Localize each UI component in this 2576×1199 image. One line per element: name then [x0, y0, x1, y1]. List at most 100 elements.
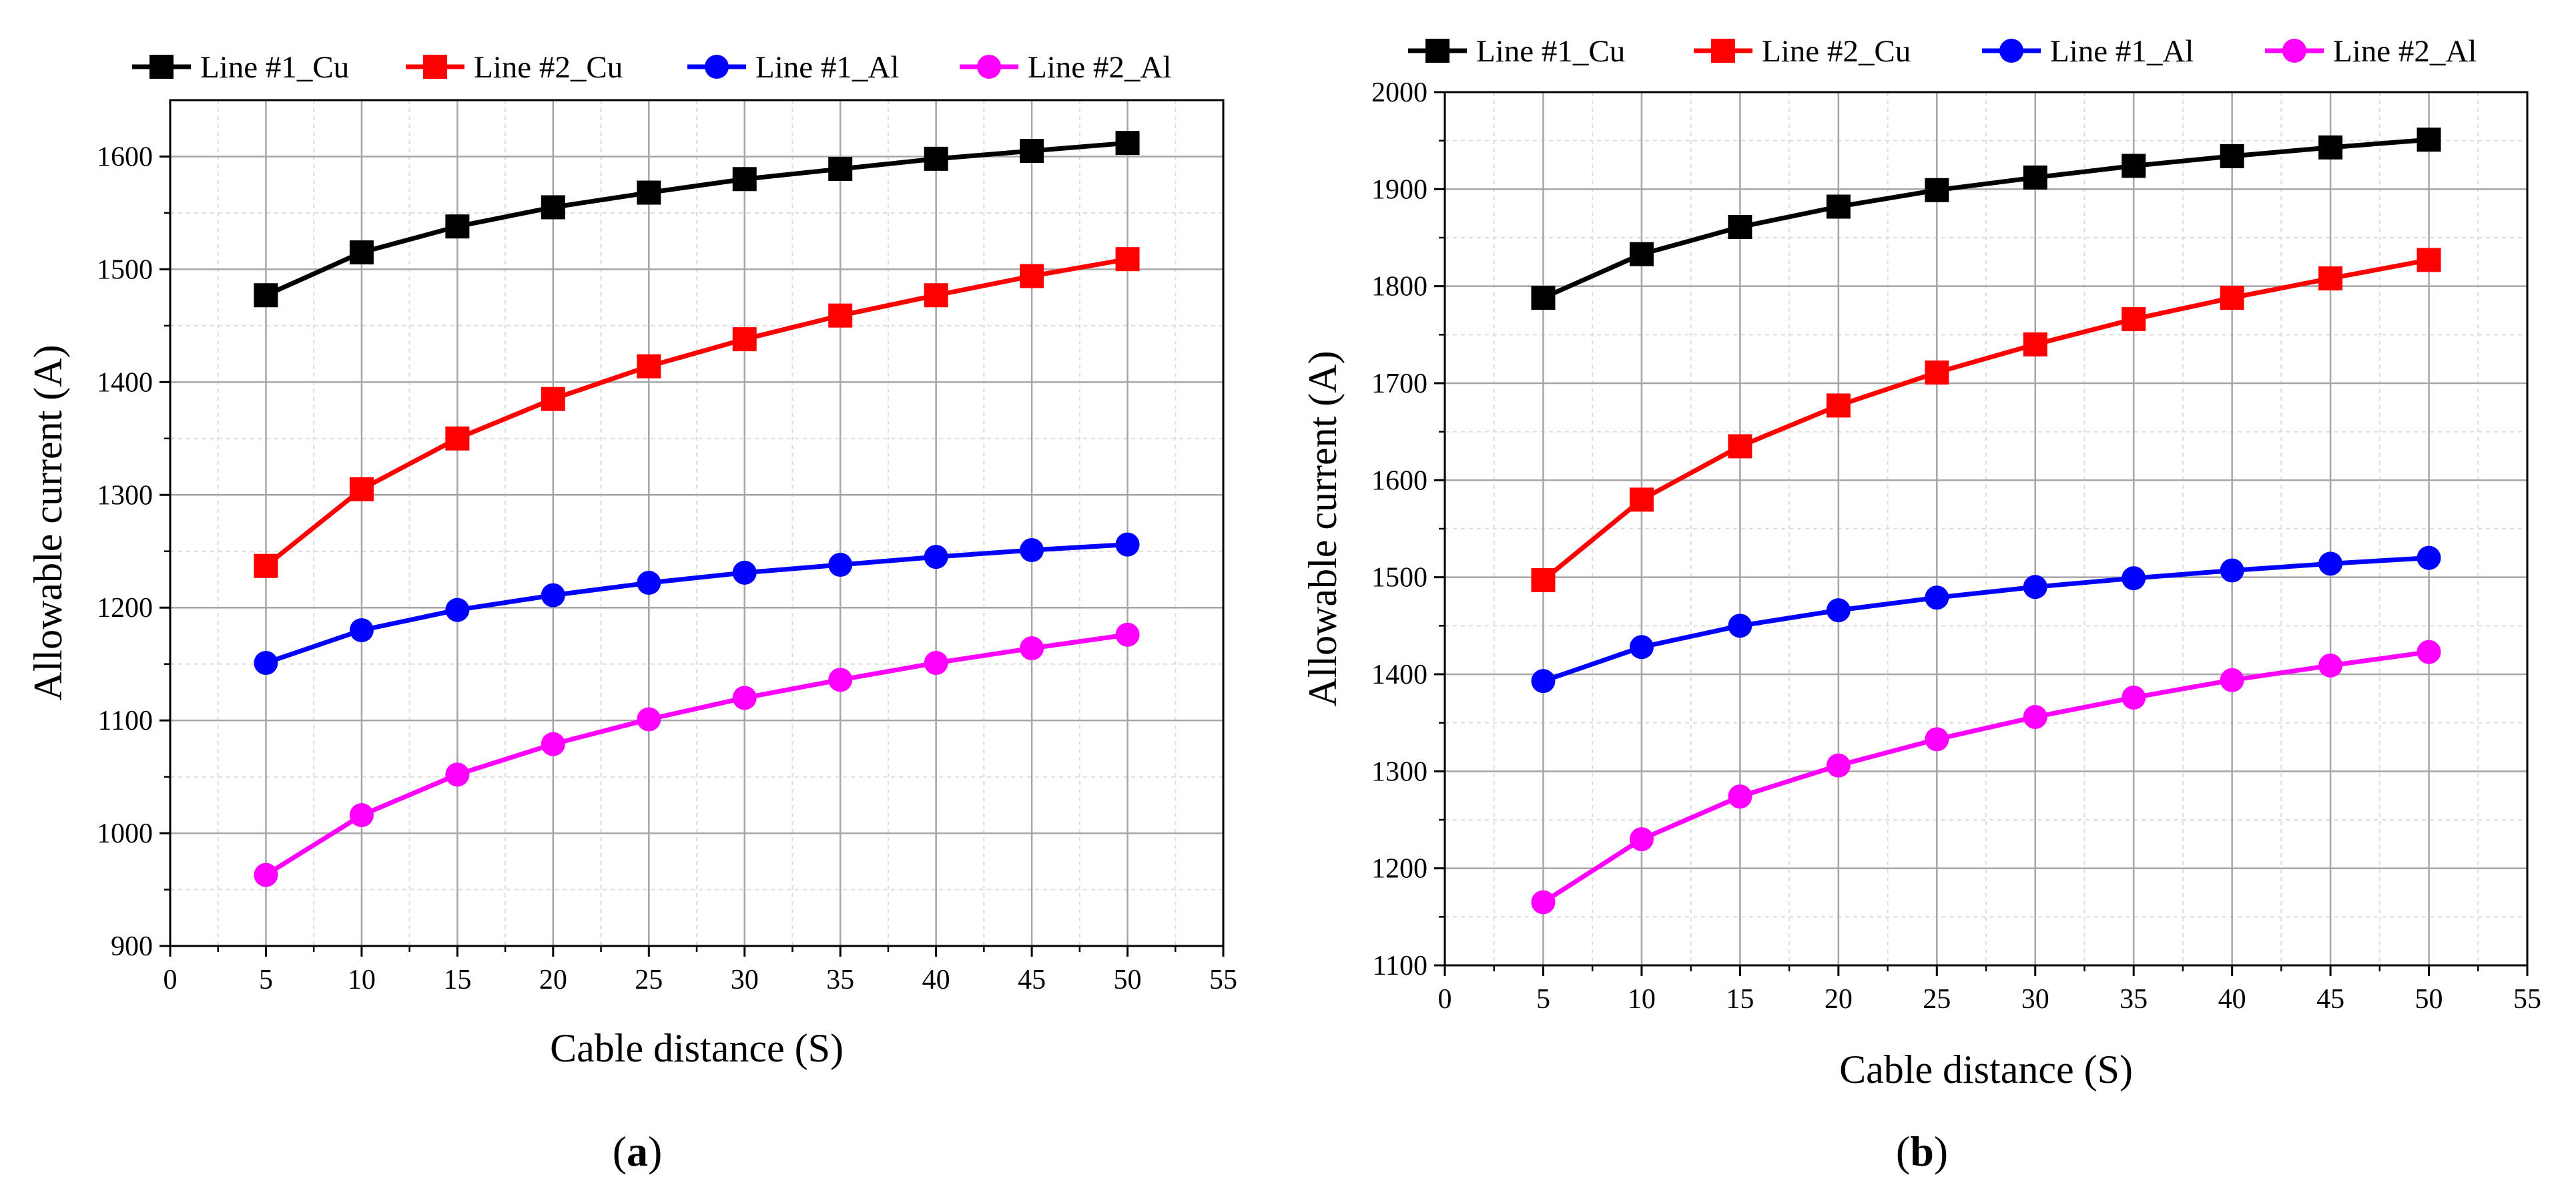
series-line-line-2-cu-a: [264, 256, 1129, 568]
legend-swatch-marker: [149, 55, 174, 79]
x-tick-label-b: 45: [2316, 984, 2344, 1015]
y-axis-label-a: Allowable current (A): [26, 344, 70, 700]
x-tick-label-b: 55: [2513, 984, 2541, 1015]
data-point-line-1-cu-b: [2220, 144, 2244, 168]
data-point-line-1-al-b: [2318, 551, 2343, 576]
data-point-line-2-cu-b: [1728, 434, 1752, 459]
legend-b: Line #1_Cu Line #2_Cu Line #1_Al Line #2_Al: [1408, 34, 2477, 69]
data-point-line-1-cu-a: [732, 167, 757, 192]
x-tick-label-b: 35: [2120, 984, 2148, 1015]
data-point-line-2-cu-b: [1826, 393, 1851, 418]
y-tick-label-b: 1600: [1371, 465, 1427, 496]
x-tick-label-a: 55: [1209, 965, 1237, 995]
data-point-line-2-cu-a: [254, 553, 278, 578]
x-tick-label-a: 45: [1018, 965, 1046, 995]
series-line-line-1-al-b: [1542, 555, 2429, 684]
x-tick-label-a: 50: [1114, 965, 1142, 995]
y-tick-label-b: 1400: [1371, 660, 1427, 690]
data-point-line-2-al-a: [1020, 636, 1044, 661]
legend-item-line-2-al-a: Line #2_Al: [960, 50, 1171, 85]
data-point-line-2-al-b: [2122, 685, 2146, 710]
data-point-line-2-cu-a: [1020, 264, 1044, 288]
data-point-line-1-cu-a: [1020, 139, 1044, 164]
legend-label: Line #1_Al: [2050, 34, 2194, 69]
data-point-line-2-al-a: [924, 650, 948, 675]
x-tick-label-a: 20: [539, 965, 567, 995]
data-point-line-2-al-a: [445, 762, 470, 787]
legend-item-line-1-cu-b: Line #1_Cu: [1408, 34, 1625, 69]
data-point-line-1-cu-a: [924, 146, 948, 171]
data-point-line-1-al-b: [1728, 614, 1752, 638]
legend-label: Line #2_Al: [2333, 34, 2477, 69]
data-point-line-2-al-a: [732, 686, 757, 710]
data-point-line-1-cu-b: [2318, 135, 2343, 160]
legend-label: Line #2_Cu: [474, 50, 623, 85]
data-point-line-2-cu-b: [2417, 248, 2441, 272]
x-tick-label-a: 10: [348, 965, 376, 995]
y-tick-label-b: 1200: [1371, 854, 1427, 885]
data-point-line-2-al-a: [349, 803, 374, 828]
axis-ticks-b: 0 5 10 15 20 25 30 35 40 45 50 55 1100 1200 1300 1400 15…: [1371, 77, 2541, 1015]
y-tick-label-a: 1200: [97, 593, 153, 624]
series-markers-a: [254, 131, 1140, 887]
x-tick-label-b: 50: [2415, 984, 2443, 1015]
legend-label: Line #1_Al: [755, 50, 899, 85]
data-point-line-1-al-b: [1531, 669, 1556, 694]
data-point-line-2-al-b: [1925, 727, 1949, 752]
data-point-line-2-al-b: [2220, 668, 2244, 692]
series-lines-a: [264, 140, 1129, 877]
data-point-line-2-cu-a: [445, 426, 470, 451]
data-point-line-1-cu-b: [1925, 178, 1949, 202]
legend-swatch-marker: [2282, 39, 2306, 63]
chart-panel-b: 0 5 10 15 20 25 30 35 40 45 50 55 1100 1200 1300 1400 15…: [1301, 34, 2541, 1175]
data-point-line-1-al-b: [1629, 635, 1654, 660]
panel-label-b: (b): [1896, 1128, 1948, 1175]
legend-item-line-1-cu-a: Line #1_Cu: [132, 50, 349, 85]
x-tick-label-b: 10: [1628, 984, 1656, 1015]
y-tick-label-a: 1300: [97, 480, 153, 511]
x-tick-label-b: 5: [1536, 984, 1550, 1015]
x-tick-label-b: 20: [1825, 984, 1853, 1015]
x-tick-label-b: 40: [2218, 984, 2246, 1015]
legend-swatch-marker: [1425, 39, 1450, 63]
panel-label-a: (a): [613, 1128, 663, 1175]
legend-swatch-marker: [1999, 39, 2023, 63]
legend-item-line-2-cu-b: Line #2_Cu: [1694, 34, 1911, 69]
legend-label: Line #2_Al: [1028, 50, 1171, 85]
data-point-line-2-al-a: [254, 863, 278, 887]
data-point-line-2-cu-a: [828, 303, 853, 328]
data-point-line-1-cu-b: [1826, 194, 1851, 219]
y-tick-label-b: 1100: [1373, 951, 1427, 981]
legend-swatch-marker: [1711, 39, 1735, 63]
data-point-line-2-cu-b: [2023, 332, 2047, 356]
y-tick-label-a: 900: [111, 931, 153, 962]
y-tick-label-b: 1500: [1371, 563, 1427, 593]
data-point-line-1-al-b: [2417, 545, 2441, 570]
data-point-line-2-cu-a: [349, 477, 374, 501]
x-tick-label-a: 35: [826, 965, 854, 995]
data-point-line-1-al-a: [349, 618, 374, 642]
y-tick-label-b: 2000: [1371, 77, 1427, 108]
y-tick-label-b: 1900: [1371, 174, 1427, 205]
data-point-line-2-al-b: [1826, 753, 1851, 778]
data-point-line-2-cu-a: [732, 327, 757, 352]
data-point-line-1-al-a: [254, 650, 278, 675]
series-line-line-1-cu-b: [1542, 137, 2429, 300]
data-point-line-1-al-b: [2220, 558, 2244, 583]
data-point-line-1-al-b: [1925, 585, 1949, 610]
legend-item-line-1-al-b: Line #1_Al: [1982, 34, 2194, 69]
panel-label-b-letter: b: [1910, 1128, 1934, 1175]
data-point-line-2-al-b: [2023, 704, 2047, 729]
series-lines-b: [1542, 137, 2430, 905]
data-point-line-1-cu-a: [254, 283, 278, 308]
data-point-line-1-al-a: [541, 583, 565, 608]
y-axis-label-b: Allowable current (A): [1301, 350, 1345, 706]
data-point-line-2-cu-b: [2220, 286, 2244, 310]
legend-item-line-2-cu-a: Line #2_Cu: [406, 50, 623, 85]
data-point-line-1-cu-b: [2417, 128, 2441, 152]
data-point-line-2-al-a: [828, 668, 853, 692]
y-tick-label-b: 1700: [1371, 369, 1427, 399]
data-point-line-1-cu-b: [2122, 154, 2146, 178]
legend-item-line-2-al-b: Line #2_Al: [2265, 34, 2477, 69]
